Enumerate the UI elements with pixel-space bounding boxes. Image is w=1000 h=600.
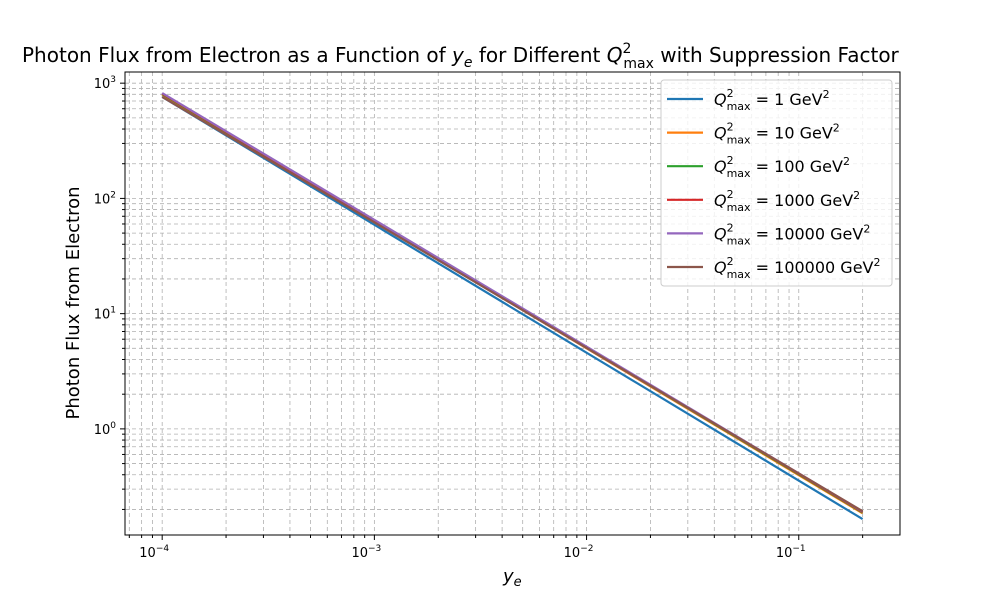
legend-label-q-superscript: 2 (727, 255, 734, 268)
x-axis-label: ye (502, 566, 522, 590)
legend-label-value: = 100 GeV (751, 157, 843, 176)
series-layer (161, 92, 864, 521)
grid-layer (125, 72, 900, 535)
x-tick-label: 10−1 (776, 544, 806, 561)
chart-title-variable: y (451, 43, 465, 67)
series-line-1 (161, 95, 864, 521)
y-tick-label: 103 (94, 75, 116, 92)
legend-label-q-subscript: max (727, 234, 751, 247)
legend-box (660, 79, 893, 287)
legend-label-value: = 1000 GeV (751, 191, 854, 210)
legend-label-value: = 10 GeV (751, 124, 833, 143)
chart-title-variable-subscript: e (464, 55, 473, 71)
legend-label-unit-superscript: 2 (863, 222, 870, 235)
legend-label-q: Q (714, 90, 727, 109)
legend-label-q-subscript: max (727, 100, 751, 113)
legend-label-6: Q2 max = 100000 GeV2 (714, 255, 881, 281)
y-tick-label-base: 10 (94, 308, 111, 323)
x-tick-label-base: 10 (776, 546, 793, 561)
chart-title-suffix: with Suppression Factor (654, 43, 900, 67)
legend-label-unit-superscript: 2 (874, 256, 881, 269)
x-tick-label-exponent: −4 (156, 544, 170, 554)
legend-label-value: = 100000 GeV (751, 258, 874, 277)
legend-label-q-superscript: 2 (727, 154, 734, 167)
legend-label-q: Q (714, 224, 727, 243)
legend-label-unit-superscript: 2 (853, 189, 860, 202)
y-tick-label: 101 (94, 306, 116, 323)
chart-title: Photon Flux from Electron as a Function … (22, 41, 900, 72)
legend-label-value: = 1 GeV (751, 90, 823, 109)
x-tick-label: 10−3 (351, 544, 381, 561)
x-tick-label-base: 10 (351, 546, 368, 561)
x-tick-label-base: 10 (564, 546, 581, 561)
chart-title-q: Q (607, 43, 623, 67)
chart-title-prefix: Photon Flux from Electron as a Function … (22, 43, 452, 67)
legend-label-4: Q2 max = 1000 GeV2 (714, 188, 860, 214)
legend-label-q: Q (714, 157, 727, 176)
legend-label-unit-superscript: 2 (843, 155, 850, 168)
legend-label-q-subscript: max (727, 268, 751, 281)
legend-label-q: Q (714, 124, 727, 143)
legend-label-q-subscript: max (727, 134, 751, 147)
x-axis-label-main: y (502, 566, 514, 587)
legend-label-q: Q (714, 191, 727, 210)
x-tick-label: 10−4 (139, 544, 169, 561)
y-tick-label-exponent: 3 (110, 75, 116, 85)
x-tick-label-exponent: −2 (580, 544, 593, 554)
y-tick-label-exponent: 0 (110, 421, 116, 431)
y-tick-label-base: 10 (94, 423, 111, 438)
y-tick-label-base: 10 (94, 192, 111, 207)
x-axis-label-subscript: e (514, 575, 522, 590)
y-tick-label: 100 (94, 421, 117, 438)
legend-label-3: Q2 max = 100 GeV2 (714, 154, 850, 180)
y-tick-label-base: 10 (94, 77, 111, 92)
legend-label-q-superscript: 2 (727, 121, 734, 134)
legend-label-5: Q2 max = 10000 GeV2 (714, 221, 870, 247)
chart-title-middle: for Different (472, 43, 606, 67)
legend-label-q-superscript: 2 (727, 221, 734, 234)
plot-frame (124, 71, 901, 536)
x-tick-label-base: 10 (139, 546, 156, 561)
legend-label-1: Q2 max = 1 GeV2 (714, 87, 830, 113)
chart-title-q-subscript: max (623, 56, 654, 72)
legend-label-q-subscript: max (727, 201, 751, 214)
legend-label-q-superscript: 2 (727, 188, 734, 201)
y-axis-label: Photon Flux from Electron (63, 186, 84, 419)
series-line-6 (161, 95, 864, 513)
x-tick-label-exponent: −1 (792, 544, 805, 554)
legend-label-2: Q2 max = 10 GeV2 (714, 121, 840, 147)
x-tick-label: 10−2 (564, 544, 594, 561)
x-tick-label-exponent: −3 (368, 544, 381, 554)
y-tick-label-exponent: 1 (110, 306, 116, 316)
legend-label-unit-superscript: 2 (833, 122, 840, 135)
legend-label-q-superscript: 2 (727, 87, 734, 100)
legend-label-q: Q (714, 258, 727, 277)
legend-label-q-subscript: max (727, 167, 751, 180)
legend-label-unit-superscript: 2 (823, 88, 830, 101)
chart-title-q-superscript: 2 (622, 41, 631, 57)
legend-label-value: = 10000 GeV (751, 224, 864, 243)
y-tick-label: 102 (94, 190, 116, 207)
y-tick-label-exponent: 2 (110, 190, 116, 200)
